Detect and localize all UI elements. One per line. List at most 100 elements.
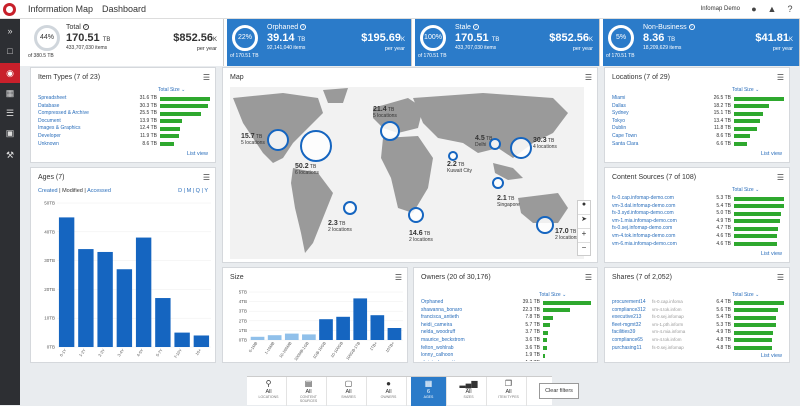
list-view-link[interactable]: List view xyxy=(760,353,782,359)
list-item[interactable]: vm-6.mia.infomap-demo.com 4.6 TB xyxy=(612,241,784,249)
bar[interactable] xyxy=(336,316,350,340)
hamburger-icon[interactable]: ☰ xyxy=(776,273,784,282)
bar[interactable] xyxy=(155,298,171,347)
list-view-link[interactable]: List view xyxy=(760,251,782,257)
list-item[interactable]: Unknown 8.6 TB xyxy=(38,141,210,149)
row-label[interactable]: Images & Graphics xyxy=(38,125,81,132)
sort-header[interactable]: Total Size ⌄ xyxy=(158,87,186,93)
bar[interactable] xyxy=(250,336,265,340)
row-label[interactable]: francisca_antieth xyxy=(421,314,459,321)
bar[interactable] xyxy=(193,335,210,347)
row-label[interactable]: Document xyxy=(38,117,61,124)
list-item[interactable]: felton_wohlrab 3.6 TB xyxy=(421,345,592,353)
list-item[interactable]: compliance312 vm-4.tok.infom 5.6 TB xyxy=(612,307,784,315)
filter-modified[interactable]: Modified xyxy=(62,188,83,194)
map-bubble[interactable] xyxy=(492,177,504,189)
filter-tab-item-types[interactable]: ❐ All ITEM TYPES xyxy=(491,377,527,406)
filter-created[interactable]: Created xyxy=(38,188,58,194)
list-item[interactable]: Miami 26.5 TB xyxy=(612,95,784,103)
row-label[interactable]: Miami xyxy=(612,95,626,101)
row-label[interactable]: lonny_calhoon xyxy=(421,352,454,359)
list-item[interactable]: Compressed & Archive 25.5 TB xyxy=(38,110,210,118)
row-label[interactable]: Cape Town xyxy=(612,132,637,139)
list-item[interactable]: fleet-mgmt32 vm-1.pth.inform 5.3 TB xyxy=(612,322,784,330)
list-view-link[interactable]: List view xyxy=(760,151,782,157)
summary-total[interactable]: 44% of 380.5 TB Total ? 170.51 TB 433,70… xyxy=(20,19,224,66)
list-item[interactable]: Spreadsheet 31.6 TB xyxy=(38,95,210,103)
sort-header[interactable]: Total Size ⌄ xyxy=(732,187,760,193)
list-icon[interactable]: ☰ xyxy=(5,108,15,118)
row-label[interactable]: Dublin xyxy=(612,125,627,132)
row-label[interactable]: purchasing11 xyxy=(612,344,642,351)
filter-tab-ages[interactable]: ▦ 6 AGES xyxy=(411,377,447,406)
list-item[interactable]: purchasing11 fs-0.sej.infomap 4.8 TB xyxy=(612,345,784,353)
list-item[interactable]: Sydney 15.1 TB xyxy=(612,110,784,118)
bar[interactable] xyxy=(302,334,316,340)
list-view-link[interactable]: List view xyxy=(186,151,208,157)
row-label[interactable]: vm-4.tok.infomap-demo.com xyxy=(612,232,676,239)
list-item[interactable]: vm-1.mia.infomap-demo.com 4.9 TB xyxy=(612,218,784,226)
sort-header[interactable]: Total Size ⌄ xyxy=(539,292,567,298)
map-bubble[interactable] xyxy=(380,121,400,141)
map-bubble[interactable] xyxy=(408,207,424,223)
list-item[interactable]: Cape Town 8.6 TB xyxy=(612,133,784,141)
map-icon[interactable]: □ xyxy=(7,46,13,56)
list-item[interactable]: maurice_beckstrom 3.6 TB xyxy=(421,337,592,345)
filter-tab-owners[interactable]: ● All OWNERS xyxy=(371,377,407,406)
row-label[interactable]: facilities39 xyxy=(612,329,636,336)
row-label[interactable]: nelda_woodruff xyxy=(421,329,456,336)
row-label[interactable]: executive213 xyxy=(612,314,642,321)
list-item[interactable]: Dallas 18.2 TB xyxy=(612,103,784,111)
list-item[interactable]: Santa Clara 6.6 TB xyxy=(612,141,784,149)
period-selector[interactable]: D | M | Q | Y xyxy=(178,188,208,194)
hamburger-icon[interactable]: ☰ xyxy=(776,73,784,82)
map-bubble[interactable] xyxy=(300,130,332,162)
row-label[interactable]: Sydney xyxy=(612,110,629,117)
sort-header[interactable]: Total Size ⌄ xyxy=(732,292,760,298)
table-icon[interactable]: ▦ xyxy=(5,88,15,98)
list-item[interactable]: christy_bennett 1.7 TB xyxy=(421,360,592,361)
list-item[interactable]: lonny_calhoon 1.9 TB xyxy=(421,352,592,360)
hamburger-icon[interactable]: ☰ xyxy=(776,173,784,182)
hamburger-icon[interactable]: ☰ xyxy=(584,273,592,282)
expand-sidebar-icon[interactable]: » xyxy=(7,26,13,36)
hamburger-icon[interactable]: ☰ xyxy=(394,273,402,282)
row-label[interactable]: Dallas xyxy=(612,102,626,109)
row-label[interactable]: vm-6.mia.infomap-demo.com xyxy=(612,240,677,247)
map-bubble[interactable] xyxy=(267,129,289,151)
map-bubble[interactable] xyxy=(510,137,532,159)
filter-tab-shares[interactable]: ▢ All SHARES xyxy=(331,377,367,406)
bar[interactable] xyxy=(284,333,299,340)
summary-stale[interactable]: 100% of 170.51 TB Stale ? 170.51 TB 433,… xyxy=(412,19,600,66)
summary-non-business[interactable]: 5% of 170.51 TB Non-Business ? 8.36 TB 1… xyxy=(600,19,800,66)
zoom-in-icon[interactable]: + xyxy=(578,229,590,243)
row-label[interactable]: maurice_beckstrom xyxy=(421,336,465,343)
hamburger-icon[interactable]: ☰ xyxy=(584,73,592,82)
bar[interactable] xyxy=(78,249,94,347)
zoom-out-icon[interactable]: − xyxy=(581,243,587,252)
bar[interactable] xyxy=(267,335,282,340)
row-label[interactable]: Database xyxy=(38,102,60,109)
row-label[interactable]: compliance312 xyxy=(612,306,646,313)
hamburger-icon[interactable]: ☰ xyxy=(202,73,210,82)
row-label[interactable]: Unknown xyxy=(38,140,59,147)
bar[interactable] xyxy=(97,251,113,347)
map-bubble[interactable] xyxy=(489,138,501,150)
list-item[interactable]: nelda_woodruff 3.7 TB xyxy=(421,329,592,337)
row-label[interactable]: Santa Clara xyxy=(612,140,639,147)
list-item[interactable]: fs-3.syd.infomap-demo.com 5.0 TB xyxy=(612,210,784,218)
list-item[interactable]: compliance65 vm-4.tok.infom 4.8 TB xyxy=(612,337,784,345)
bar[interactable] xyxy=(135,237,152,347)
row-label[interactable]: vm-1.mia.infomap-demo.com xyxy=(612,217,677,224)
list-item[interactable]: Images & Graphics 12.4 TB xyxy=(38,125,210,133)
map-bubble[interactable] xyxy=(536,216,554,234)
navigate-icon[interactable]: ➤ xyxy=(578,215,590,229)
summary-orphaned[interactable]: 22% of 170.51 TB Orphaned ? 39.14 TB 92,… xyxy=(224,19,412,66)
row-label[interactable]: Compressed & Archive xyxy=(38,110,89,117)
list-item[interactable]: facilities39 vm-4.mia.infoma 4.9 TB xyxy=(612,329,784,337)
row-label[interactable]: shawanna_bonaro xyxy=(421,306,463,313)
dashboard-icon[interactable]: ◉ xyxy=(0,63,20,83)
wrench-icon[interactable]: ⚒ xyxy=(5,150,15,160)
clear-filters-button[interactable]: Clear filters xyxy=(539,383,579,399)
world-map[interactable] xyxy=(223,68,599,264)
